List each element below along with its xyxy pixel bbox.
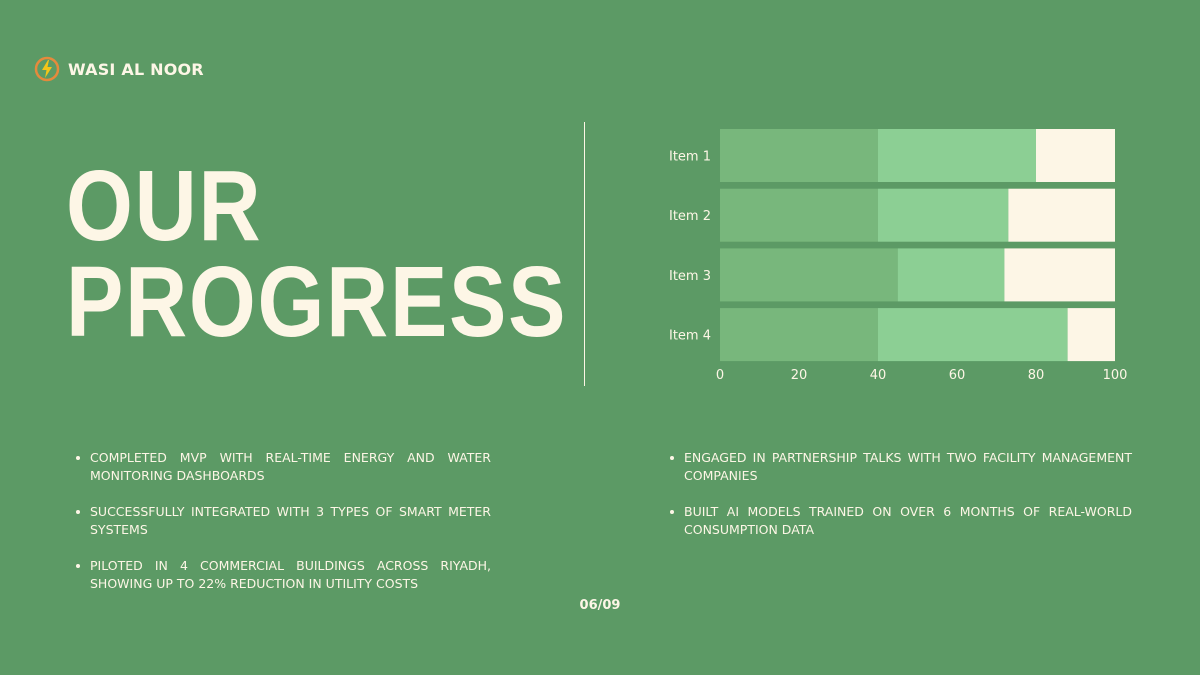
x-tick-label: 40 [870,368,887,383]
brand-name: WASI AL NOOR [68,59,204,79]
bullet-item: Completed MVP with real-time energy and … [76,449,491,485]
divider [584,122,585,386]
bar-segment-3 [1004,248,1115,302]
bar-segment-1 [720,248,898,302]
bar-segment-2 [897,248,1005,302]
x-tick-label: 100 [1103,368,1128,383]
bar-segment-1 [720,129,878,182]
page-number: 06/09 [579,598,621,613]
page-title: OUR PROGRESS [66,150,568,358]
category-label: Item 3 [669,269,711,284]
bar-segment-3 [1008,188,1115,242]
category-label: Item 1 [669,150,711,165]
x-tick-label: 0 [716,368,724,383]
bar-segment-1 [720,308,878,362]
bar-segment-2 [878,308,1068,362]
lightning-bolt-icon [34,56,60,82]
title-line-2: PROGRESS [66,246,568,358]
x-tick-label: 60 [949,368,966,383]
bullet-item: Built AI models trained on over 6 months… [670,503,1132,539]
progress-chart: Item 1 Item 2 Item 3 Item 4 0 20 40 60 80 100 [669,129,1128,383]
bar-segment-1 [720,188,878,242]
bullet-list-right: Engaged in partnership talks with two fa… [670,449,1132,557]
bar-segment-3 [1067,308,1115,362]
x-tick-label: 20 [791,368,808,383]
x-tick-label: 80 [1028,368,1045,383]
bullet-item: Piloted in 4 commercial buildings across… [76,557,491,593]
bar-segment-2 [878,129,1036,182]
bullet-item: Engaged in partnership talks with two fa… [670,449,1132,485]
bar-segment-2 [878,188,1009,242]
bullet-item: Successfully integrated with 3 types of … [76,503,491,539]
category-label: Item 4 [669,329,711,344]
bar-segment-3 [1036,129,1115,182]
bullet-list-left: Completed MVP with real-time energy and … [76,449,491,611]
category-label: Item 2 [669,209,711,224]
brand-logo: WASI AL NOOR [34,56,204,82]
title-line-1: OUR [66,150,263,262]
